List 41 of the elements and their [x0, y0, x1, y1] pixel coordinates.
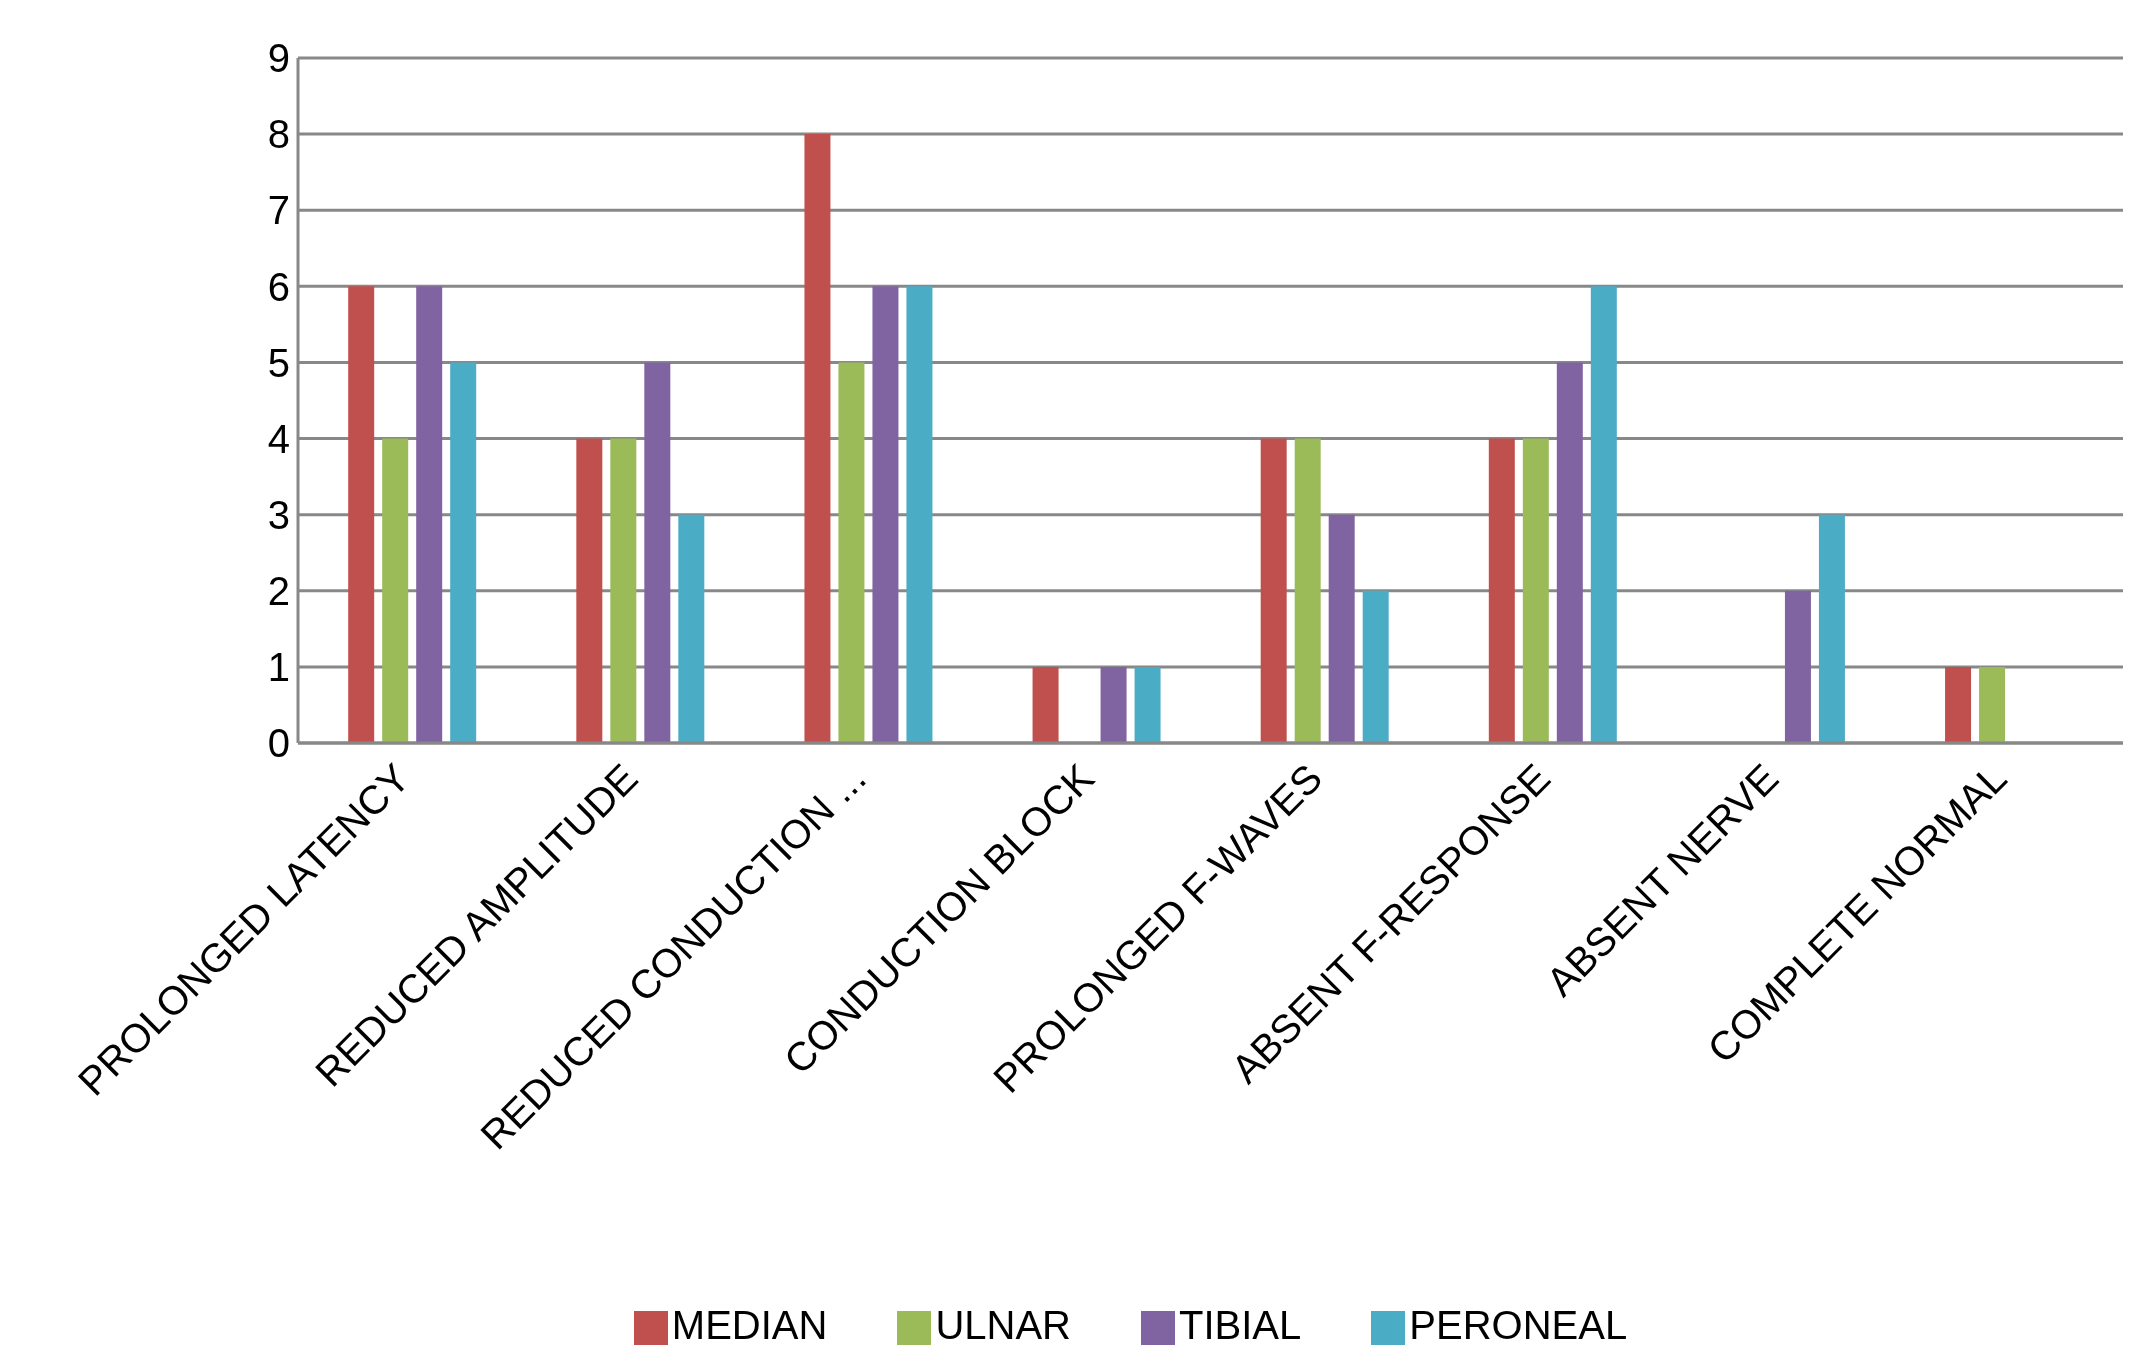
bar — [348, 286, 375, 743]
bar — [1134, 666, 1161, 743]
bar — [1032, 666, 1059, 743]
bar — [1294, 438, 1321, 743]
y-tick-label: 0 — [267, 721, 290, 766]
bar — [1818, 514, 1845, 743]
y-tick-label: 3 — [267, 492, 290, 537]
bar — [644, 362, 671, 743]
y-tick-label: 1 — [267, 645, 290, 690]
legend-label: MEDIAN — [671, 1303, 828, 1347]
bar — [382, 438, 409, 743]
bar — [872, 286, 899, 743]
bar — [1784, 590, 1811, 743]
bar — [678, 514, 705, 743]
bar — [1488, 438, 1515, 743]
y-tick-label: 6 — [267, 264, 290, 309]
bar — [450, 362, 477, 743]
y-tick-label: 4 — [267, 416, 290, 461]
legend-label: ULNAR — [935, 1303, 1072, 1347]
bar — [1260, 438, 1287, 743]
bar — [906, 286, 933, 743]
y-tick-label: 5 — [267, 340, 290, 385]
legend-label: PERONEAL — [1409, 1303, 1628, 1347]
bar — [838, 362, 865, 743]
y-tick-label: 2 — [267, 568, 290, 613]
bar — [610, 438, 637, 743]
bar — [1100, 666, 1127, 743]
bar — [1556, 362, 1583, 743]
bar — [416, 286, 443, 743]
y-tick-label: 7 — [267, 188, 290, 233]
bar — [804, 134, 831, 743]
bar — [1945, 666, 1972, 743]
bar — [1590, 286, 1617, 743]
y-tick-label: 8 — [267, 112, 290, 157]
y-tick-label: 9 — [267, 36, 290, 81]
bar — [1328, 514, 1355, 743]
bar — [1522, 438, 1549, 743]
bar — [1362, 590, 1389, 743]
legend-label: TIBIAL — [1179, 1303, 1302, 1347]
bar — [576, 438, 603, 743]
bar — [1979, 666, 2006, 743]
